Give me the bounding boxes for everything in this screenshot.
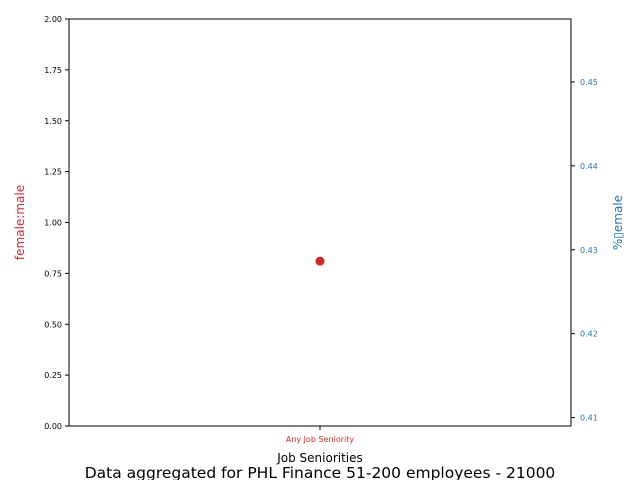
right-tick-label: 0.42 bbox=[580, 330, 598, 339]
right-axis-ticks: 0.41 0.42 0.43 0.44 0.45 bbox=[571, 78, 598, 423]
left-tick-label: 1.75 bbox=[44, 66, 62, 75]
data-points bbox=[315, 256, 325, 266]
chart-footer: Data aggregated for PHL Finance 51-200 e… bbox=[85, 464, 556, 480]
left-tick-label: 1.00 bbox=[44, 219, 62, 228]
x-axis-label: Job Seniorities bbox=[276, 451, 363, 465]
x-tick-label: Any Job Seniority bbox=[286, 435, 355, 444]
right-axis-label: %▯emale bbox=[611, 195, 625, 250]
left-tick-label: 2.00 bbox=[44, 15, 62, 24]
left-axis-ticks: 0.00 0.25 0.50 0.75 1.00 1.25 1.50 1.75 2.00 bbox=[44, 15, 69, 431]
x-axis-ticks: Any Job Seniority bbox=[286, 426, 355, 444]
right-tick-label: 0.45 bbox=[580, 78, 598, 87]
plot-area bbox=[68, 18, 572, 427]
data-point bbox=[315, 256, 325, 266]
left-tick-label: 0.75 bbox=[44, 269, 62, 278]
left-tick-label: 0.00 bbox=[44, 422, 62, 431]
left-tick-label: 1.25 bbox=[44, 168, 62, 177]
left-tick-label: 0.25 bbox=[44, 371, 62, 380]
left-axis-label: female:male bbox=[13, 185, 27, 260]
right-tick-label: 0.41 bbox=[580, 414, 598, 423]
left-tick-label: 1.50 bbox=[44, 117, 62, 126]
right-tick-label: 0.43 bbox=[580, 246, 598, 255]
right-tick-label: 0.44 bbox=[580, 162, 598, 171]
left-tick-label: 0.50 bbox=[44, 320, 62, 329]
